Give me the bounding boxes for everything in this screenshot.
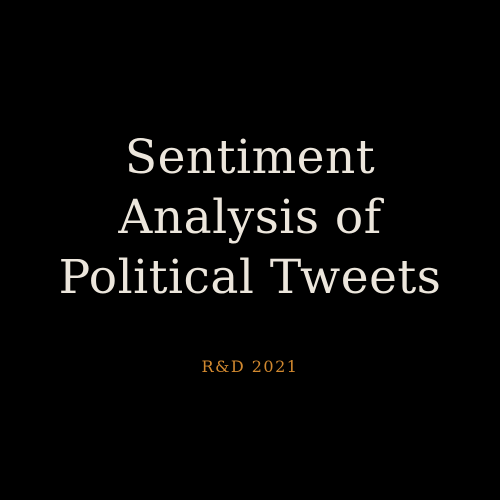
cover-subtitle: R&D 2021 [201,357,299,376]
cover-title: Sentiment Analysis of Political Tweets [0,128,500,308]
title-line-2: Analysis of [118,190,382,245]
title-line-1: Sentiment [124,130,376,185]
title-line-3: Political Tweets [58,250,442,305]
